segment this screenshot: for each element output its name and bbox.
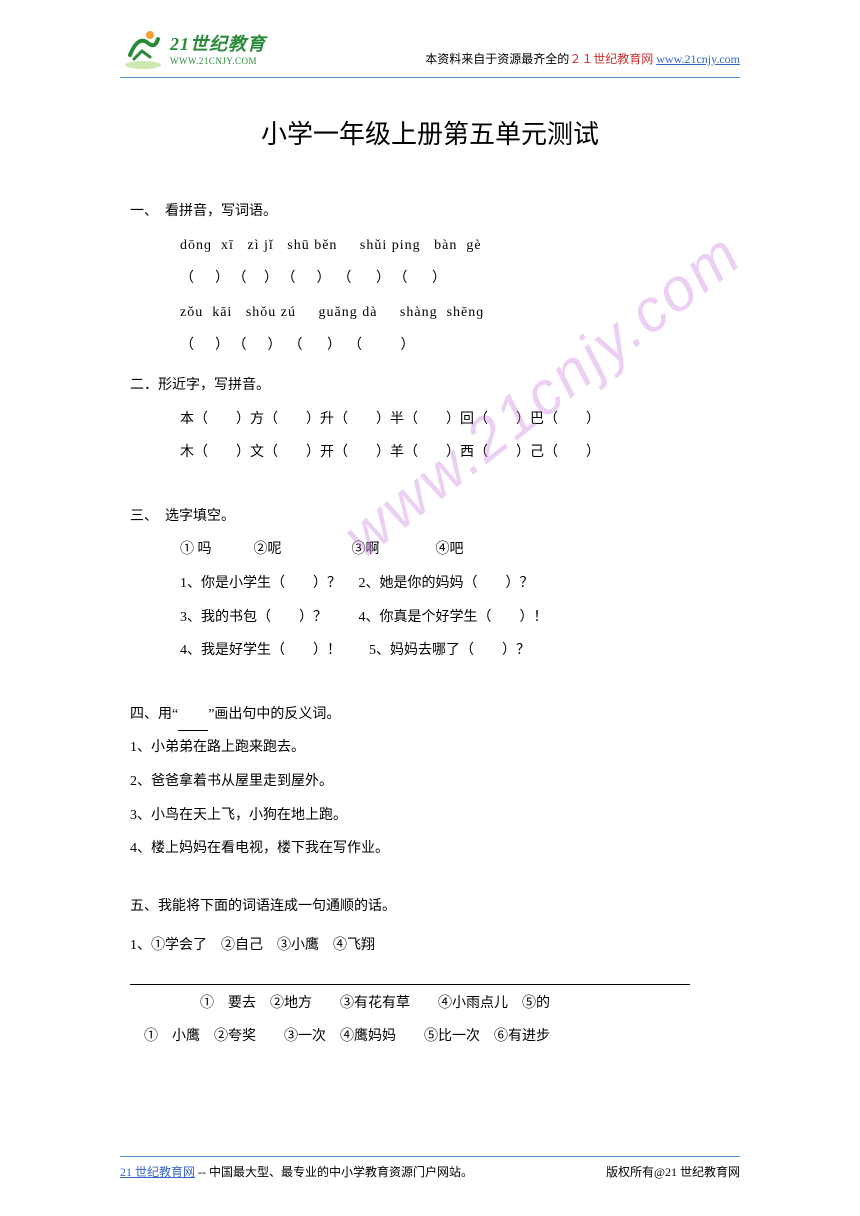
q1-parens-row2: （ ） （ ） （ ） （ ） [130,329,730,363]
logo-url-text: WWW.21CNJY.COM [170,56,266,66]
header-link[interactable]: www.21cnjy.com [656,52,740,66]
q5-line2: ① 要去 ②地方 ③有花有草 ④小雨点儿 ⑤的 [130,987,730,1021]
q1-pinyin-row2: zǒu kāi shǒu zú guǎng dà shàng shēnɡ [130,296,730,330]
question-2: 二．形近字，写拼音。 本（ ）方（ ）升（ ）半（ ）回（ ）巴（ ） 木（ ）… [130,369,730,470]
logo-runner-icon [120,25,166,71]
q4-line3: 3、小鸟在天上飞，小狗在地上跑。 [130,799,730,833]
q4-line1: 1、小弟弟在路上跑来跑去。 [130,731,730,765]
q5-line1: 1、①学会了 ②自己 ③小鹰 ④飞翔 [130,929,730,963]
page-header: 21世纪教育 WWW.21CNJY.COM 本资料来自于资源最齐全的２１世纪教育… [120,0,740,78]
header-prefix: 本资料来自于资源最齐全的 [425,52,569,66]
q4-head: 四、用“ ”画出句中的反义词。 [130,698,730,732]
logo-text: 21世纪教育 WWW.21CNJY.COM [170,30,266,66]
q2-line2: 木（ ）文（ ）开（ ）羊（ ）西（ ）己（ ） [130,436,730,470]
document-content: 小学一年级上册第五单元测试 一、 看拼音，写词语。 dōnɡ xī zì jǐ … [0,78,860,1054]
footer-link[interactable]: 21 世纪教育网 [120,1165,195,1179]
page-title: 小学一年级上册第五单元测试 [130,114,730,151]
question-3: 三、 选字填空。 ① 吗 ②呢 ③啊 ④吧 1、你是小学生（ ）？ 2、她是你的… [130,500,730,668]
question-4: 四、用“ ”画出句中的反义词。 1、小弟弟在路上跑来跑去。 2、爸爸拿着书从屋里走… [130,698,730,866]
q5-line3: ① 小鹰 ②夸奖 ③一次 ④鹰妈妈 ⑤比一次 ⑥有进步 [130,1020,730,1054]
question-5: 五、我能将下面的词语连成一句通顺的话。 1、①学会了 ②自己 ③小鹰 ④飞翔 ①… [130,890,730,1054]
logo: 21世纪教育 WWW.21CNJY.COM [120,25,266,71]
q4-line4: 4、楼上妈妈在看电视，楼下我在写作业。 [130,832,730,866]
q1-parens-row1: （ ） （ ） （ ） （ ） （ ） [130,262,730,296]
footer-left-rest: -- 中国最大型、最专业的中小学教育资源门户网站。 [195,1165,473,1179]
q4-head-prefix: 四、用“ [130,707,178,722]
question-1: 一、 看拼音，写词语。 dōnɡ xī zì jǐ shū běn shǔi p… [130,195,730,363]
q1-head: 一、 看拼音，写词语。 [130,195,730,229]
footer-left: 21 世纪教育网 -- 中国最大型、最专业的中小学教育资源门户网站。 [120,1163,473,1180]
logo-main-text: 21世纪教育 [170,30,266,56]
q1-pinyin-row1: dōnɡ xī zì jǐ shū běn shǔi ping bàn gè [130,229,730,263]
q4-line2: 2、爸爸拿着书从屋里走到屋外。 [130,765,730,799]
q4-head-suffix: ”画出句中的反义词。 [208,707,340,722]
q3-head: 三、 选字填空。 [130,500,730,534]
underline-blank-icon [178,717,208,731]
header-red-text: ２１世纪教育网 [569,52,653,66]
q3-choices: ① 吗 ②呢 ③啊 ④吧 [130,533,730,567]
q3-line2: 3、我的书包（ ）？ 4、你真是个好学生（ ）！ [130,601,730,635]
q2-line1: 本（ ）方（ ）升（ ）半（ ）回（ ）巴（ ） [130,403,730,437]
q2-head: 二．形近字，写拼音。 [130,369,730,403]
page-footer: 21 世纪教育网 -- 中国最大型、最专业的中小学教育资源门户网站。 版权所有@… [120,1156,740,1180]
header-source-text: 本资料来自于资源最齐全的２１世纪教育网 www.21cnjy.com [425,50,740,71]
footer-right: 版权所有@21 世纪教育网 [606,1163,740,1180]
q3-line1: 1、你是小学生（ ）？ 2、她是你的妈妈（ ）？ [130,567,730,601]
q3-line3: 4、我是好学生（ ）！ 5、妈妈去哪了（ ）？ [130,634,730,668]
answer-line [130,967,690,985]
q5-head: 五、我能将下面的词语连成一句通顺的话。 [130,890,730,924]
